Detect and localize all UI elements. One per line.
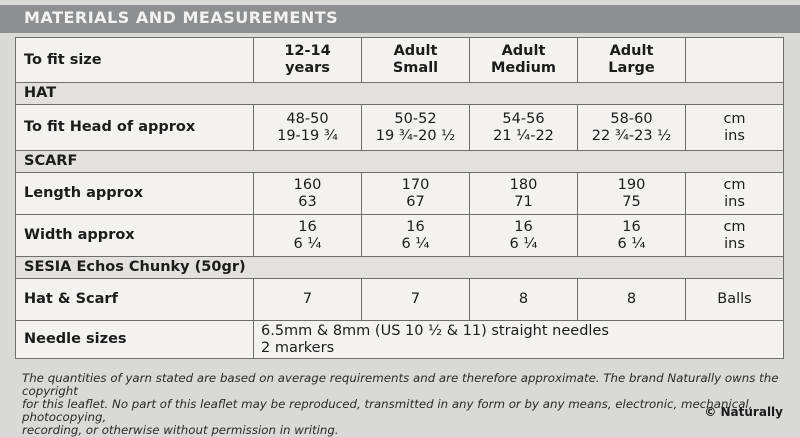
size-header-adult-small: Adult Small <box>361 37 470 83</box>
row-label: Length approx <box>15 172 254 215</box>
table-cell: 8 <box>469 278 578 321</box>
table-cell: 54-56 21 ¼-22 <box>469 104 578 151</box>
unit-cell: Balls <box>685 278 784 321</box>
unit-cell: cm ins <box>685 214 784 257</box>
needle-sizes-cell: 6.5mm & 8mm (US 10 ½ & 11) straight need… <box>253 320 784 359</box>
table-cell: 16 6 ¼ <box>253 214 362 257</box>
section-label: SESIA Echos Chunky (50gr) <box>15 256 784 279</box>
section-row-scarf: SCARF <box>15 150 784 173</box>
unit-header-empty <box>685 37 784 83</box>
section-label: HAT <box>15 82 784 105</box>
section-title: MATERIALS AND MEASUREMENTS <box>24 8 339 27</box>
row-label: To fit Head of approx <box>15 104 254 151</box>
size-header-adult-medium: Adult Medium <box>469 37 578 83</box>
table-row-hat-scarf: Hat & Scarf 7 7 8 8 Balls <box>15 278 784 321</box>
copyright-notice: The quantities of yarn stated are based … <box>22 371 779 437</box>
table-cell: 180 71 <box>469 172 578 215</box>
size-header-adult-large: Adult Large <box>577 37 686 83</box>
table-row-length: Length approx 160 63 170 67 180 71 190 75 cm… <box>15 172 784 215</box>
size-header-12-14-years: 12-14 years <box>253 37 362 83</box>
table-cell: 170 67 <box>361 172 470 215</box>
table-cell: 190 75 <box>577 172 686 215</box>
row-label: Hat & Scarf <box>15 278 254 321</box>
row-label: Width approx <box>15 214 254 257</box>
section-row-yarn: SESIA Echos Chunky (50gr) <box>15 256 784 279</box>
table-cell: 7 <box>253 278 362 321</box>
row-label: Needle sizes <box>15 320 254 359</box>
table-row-width: Width approx 16 6 ¼ 16 6 ¼ 16 6 ¼ 16 6 ¼ cm i… <box>15 214 784 257</box>
table-cell: 16 6 ¼ <box>361 214 470 257</box>
section-label: SCARF <box>15 150 784 173</box>
table-cell: 160 63 <box>253 172 362 215</box>
table-cell: 48-50 19-19 ¾ <box>253 104 362 151</box>
table-row-head: To fit Head of approx 48-50 19-19 ¾ 50-52… <box>15 104 784 151</box>
table-cell: 8 <box>577 278 686 321</box>
section-row-hat: HAT <box>15 82 784 105</box>
row-label: To fit size <box>15 37 254 83</box>
table-cell: 7 <box>361 278 470 321</box>
section-header: MATERIALS AND MEASUREMENTS <box>0 5 800 33</box>
table-cell: 58-60 22 ¾-23 ½ <box>577 104 686 151</box>
table-row-needles: Needle sizes 6.5mm & 8mm (US 10 ½ & 11) … <box>15 320 784 359</box>
unit-cell: cm ins <box>685 172 784 215</box>
unit-cell: cm ins <box>685 104 784 151</box>
measurements-table: To fit size 12-14 years Adult Small Adult M… <box>15 37 784 359</box>
copyright-mark: © Naturally <box>704 405 783 419</box>
table-row-sizes: To fit size 12-14 years Adult Small Adult M… <box>15 37 784 83</box>
table-cell: 16 6 ¼ <box>577 214 686 257</box>
table-cell: 16 6 ¼ <box>469 214 578 257</box>
table-cell: 50-52 19 ¾-20 ½ <box>361 104 470 151</box>
